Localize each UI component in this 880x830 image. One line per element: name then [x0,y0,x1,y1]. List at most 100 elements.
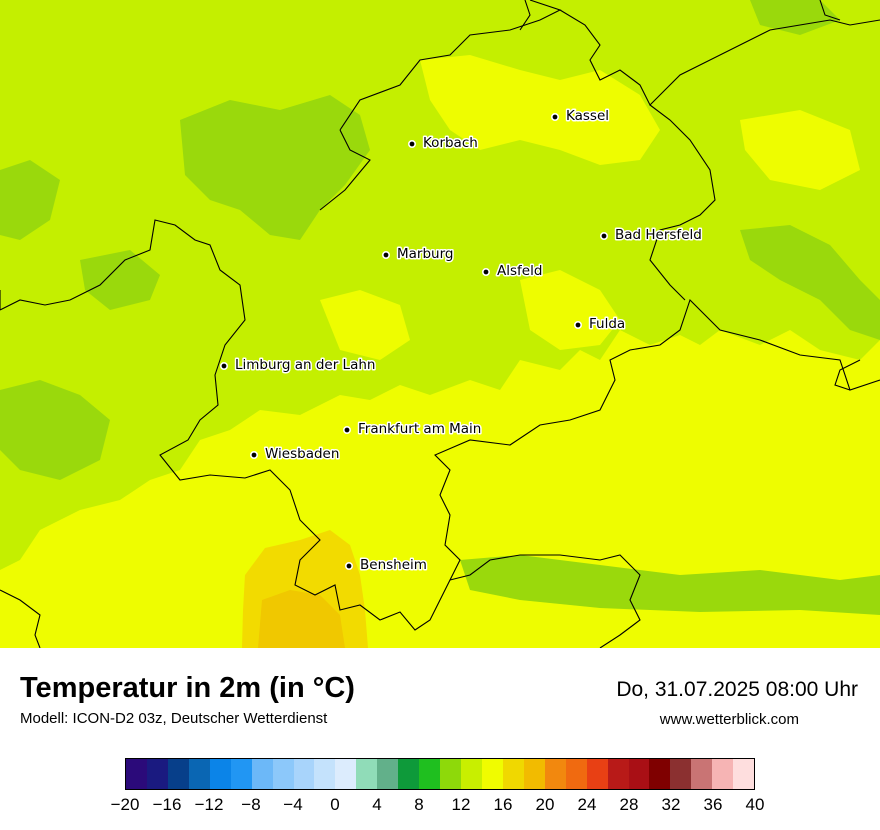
temperature-field-cool [0,380,110,480]
city-dot [599,232,608,241]
temperature-field-cool [180,95,370,240]
legend-swatch [628,759,650,789]
temperature-field-patch [320,290,410,360]
city-label: Kassel [566,108,609,124]
map-subtitle: Modell: ICON-D2 03z, Deutscher Wetterdie… [20,710,328,727]
legend-swatch [251,759,273,789]
legend-tick-label: 24 [577,795,597,814]
legend-swatch [586,759,608,789]
legend-swatch [377,759,399,789]
legend-tick-label: 36 [703,795,723,814]
border-line [649,104,716,301]
city-wiesbaden: Wiesbaden [250,445,341,464]
city-dot [342,425,351,434]
legend-tick-label: −12 [194,795,224,814]
legend-swatch [691,759,713,789]
temperature-field-cool [0,160,60,240]
legend-swatch [461,759,482,789]
city-label: Korbach [423,135,478,151]
city-label: Bensheim [360,557,427,573]
temperature-field-cool [740,225,880,340]
legend-swatch [712,759,734,789]
city-dot [481,267,490,276]
city-markers: Kassel Korbach Bad Hersfeld Marburg Alsf… [220,107,703,575]
legend-swatch [544,759,566,789]
legend-tick-label: −16 [152,795,182,814]
border-line [819,0,841,21]
legend-tick-label: 4 [372,795,382,814]
legend-swatch [440,759,461,789]
legend-tick-label: 12 [451,795,471,814]
legend-tick-label: 16 [493,795,513,814]
temperature-field-patch [420,55,660,165]
legend-swatch [167,759,189,789]
city-bensheim: Bensheim [344,556,428,575]
border-line [559,9,880,106]
legend-swatch [272,759,294,789]
city-dot [220,361,229,370]
map-title: Temperatur in 2m (in °C) [20,672,355,704]
legend-tick-label: −20 [110,795,140,814]
city-kassel: Kassel [550,107,611,126]
legend-swatch [314,759,336,789]
border-line [319,129,371,211]
border-line [0,219,880,631]
city-frankfurt: Frankfurt am Main [342,420,483,439]
legend-swatch [293,759,315,789]
temperature-field-cool [80,250,160,310]
legend-swatch [481,759,503,789]
color-legend-bar [125,758,755,790]
city-label: Fulda [589,316,625,332]
temperature-field-patch [520,270,620,350]
border-line [834,359,861,391]
legend-swatch [649,759,671,789]
city-fulda: Fulda [573,315,627,334]
city-dot [573,320,582,329]
temperature-field-patch [740,110,860,190]
temperature-field-cool [460,555,880,615]
legend-swatch [126,759,147,789]
site-url: www.wetterblick.com [659,711,799,728]
legend-tick-label: 20 [535,795,555,814]
border-line [0,589,41,648]
map-canvas: Kassel Korbach Bad Hersfeld Marburg Alsf… [0,0,880,648]
city-label: Wiesbaden [265,446,339,462]
temperature-field-warm [258,590,345,648]
legend-swatch [209,759,231,789]
city-korbach: Korbach [407,134,479,153]
legend-swatch [398,759,420,789]
city-limburg: Limburg an der Lahn [220,356,377,375]
city-alsfeld: Alsfeld [481,262,544,281]
border-line [449,554,641,648]
city-label: Limburg an der Lahn [235,357,375,373]
legend-tick-label: 28 [619,795,639,814]
city-dot [407,140,416,149]
legend-tick-label: 40 [745,795,765,814]
city-dot [381,251,390,260]
city-marburg: Marburg [381,245,455,264]
legend-tick-label: 8 [414,795,424,814]
legend-swatch [335,759,357,789]
city-dot [344,561,353,570]
legend-tick-label: 32 [661,795,681,814]
legend-tick-label: 0 [330,795,340,814]
legend-swatch [607,759,629,789]
legend-swatch [419,759,441,789]
state-borders [0,0,880,648]
city-dot [250,450,259,459]
forecast-datetime: Do, 31.07.2025 08:00 Uhr [616,678,858,701]
legend-tick-label: −8 [241,795,261,814]
city-label: Alsfeld [497,263,542,279]
legend-swatch [733,759,755,789]
temperature-map: Kassel Korbach Bad Hersfeld Marburg Alsf… [0,0,880,648]
city-label: Marburg [397,246,453,262]
city-bad-hersfeld: Bad Hersfeld [599,226,703,245]
legend-swatch [502,759,524,789]
legend-swatch [523,759,545,789]
legend-swatch [356,759,378,789]
legend-swatch [230,759,252,789]
city-dot [550,113,559,122]
temperature-field-cool [750,0,840,35]
border-line [519,0,531,31]
city-label: Frankfurt am Main [358,421,481,437]
